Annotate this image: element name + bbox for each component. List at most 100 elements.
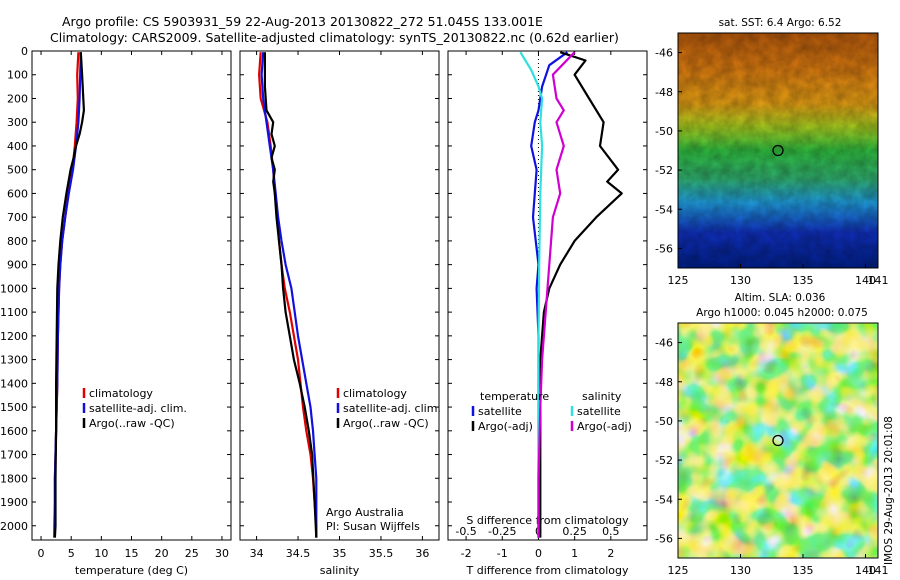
- series-line: [260, 52, 318, 538]
- map-frame: [677, 32, 879, 269]
- x-tick-label: 34: [250, 547, 264, 560]
- y-tick-label: 2000: [0, 520, 28, 533]
- y-tick-label: 1300: [0, 354, 28, 367]
- map-y-tick-label: -52: [655, 454, 673, 467]
- map-x-tick-label: 130: [730, 274, 751, 287]
- map-frame: [677, 322, 879, 559]
- series-line: [539, 51, 623, 538]
- profile-panels: 0100200300400500600700800900100011001200…: [0, 45, 648, 577]
- legend-label: satellite: [478, 405, 522, 418]
- x-tick-label: 0: [38, 547, 45, 560]
- legend-label: satellite-adj. clim.: [343, 402, 441, 415]
- map-y-tick-label: -46: [655, 337, 673, 350]
- y-tick-label: 700: [7, 211, 28, 224]
- x-axis-label: temperature (deg C): [75, 564, 188, 577]
- series-line: [263, 52, 318, 538]
- sst-map-panel: sat. SST: 6.4 Argo: 6.52 125 130 135 140141…: [655, 17, 888, 287]
- x-tick-label: 2: [607, 547, 614, 560]
- figure-title-line2: Climatology: CARS2009. Satellite-adjuste…: [50, 30, 619, 45]
- legend-label: satellite: [577, 405, 621, 418]
- argo-position-marker: [772, 144, 784, 157]
- panel-salinity: 34 34.5 35 35.5 36 salinity climatology satelli…: [239, 50, 441, 577]
- plot-frame: [239, 50, 440, 541]
- y-tick-label: 400: [7, 140, 28, 153]
- x-top-tick-label: 0.25: [562, 525, 587, 538]
- map-y-tick-label: -48: [655, 86, 673, 99]
- figure-title-line1: Argo profile: CS 5903931_59 22-Aug-2013 …: [62, 14, 543, 29]
- legend-label: climatology: [89, 387, 153, 400]
- x-tick-label: -1: [497, 547, 508, 560]
- sst-map-title: sat. SST: 6.4 Argo: 6.52: [719, 17, 842, 29]
- sst-heatmap-texture: [678, 33, 878, 268]
- legend-label: Argo(..raw -QC): [89, 417, 175, 430]
- legend-label: Argo(..raw -QC): [343, 417, 429, 430]
- y-tick-label: 1900: [0, 496, 28, 509]
- legend-label: Argo(-adj): [478, 420, 533, 433]
- y-tick-label: 1600: [0, 425, 28, 438]
- x-axis-label: salinity: [320, 564, 360, 577]
- map-y-tick-label: -56: [655, 532, 673, 545]
- x-tick-label: 25: [185, 547, 199, 560]
- map-y-tick-label: -50: [655, 415, 673, 428]
- map-x-tick-label: 140: [855, 274, 876, 287]
- x-top-tick-label: -0.25: [488, 525, 516, 538]
- y-tick-label: 1800: [0, 472, 28, 485]
- x-tick-label: -2: [461, 547, 472, 560]
- sla-heatmap: [678, 323, 878, 558]
- x-tick-label: 34.5: [286, 547, 311, 560]
- panel-temperature: 0100200300400500600700800900100011001200…: [0, 45, 232, 577]
- x-top-tick-label: -0.5: [455, 525, 476, 538]
- sla-map-title-line2: Argo h1000: 0.045 h2000: 0.075: [696, 307, 868, 319]
- map-y-tick-label: -52: [655, 164, 673, 177]
- sla-map-panel: Altim. SLA: 0.036 Argo h1000: 0.045 h200…: [655, 292, 888, 577]
- sla-map-title-line1: Altim. SLA: 0.036: [735, 292, 826, 304]
- plot-frame: [447, 50, 648, 541]
- map-y-tick-label: -48: [655, 376, 673, 389]
- x-tick-label: 5: [68, 547, 75, 560]
- map-x-tick-label: 130: [730, 564, 751, 577]
- plot-frame: [31, 50, 232, 541]
- argo-position-marker: [772, 434, 784, 447]
- y-tick-label: 100: [7, 69, 28, 82]
- legend-label: climatology: [343, 387, 407, 400]
- y-tick-label: 200: [7, 92, 28, 105]
- imos-timestamp: IMOS 29-Aug-2013 20:01:08: [883, 416, 895, 565]
- series-line: [537, 51, 576, 538]
- x-tick-label: 15: [125, 547, 139, 560]
- panel-difference: -2 -1 0 1 2 T difference from climatology -0.5…: [447, 50, 648, 577]
- x-tick-label: 35.5: [369, 547, 394, 560]
- x-tick-label: 35: [333, 547, 347, 560]
- y-tick-label: 800: [7, 235, 28, 248]
- x-tick-label: 10: [94, 547, 108, 560]
- x-tick-label: 0: [535, 547, 542, 560]
- x-axis-label: T difference from climatology: [466, 564, 629, 577]
- x-tick-label: 36: [415, 547, 429, 560]
- y-tick-label: 1100: [0, 306, 28, 319]
- y-tick-label: 300: [7, 116, 28, 129]
- y-tick-label: 1000: [0, 282, 28, 295]
- x-top-axis-label: S difference from climatology: [466, 514, 629, 527]
- series-line: [519, 51, 544, 538]
- legend-label: Argo(-adj): [577, 420, 632, 433]
- y-tick-label: 1400: [0, 377, 28, 390]
- map-x-tick-label: 141: [868, 274, 889, 287]
- legend-header: salinity: [582, 390, 622, 403]
- series-line: [53, 52, 86, 538]
- legend-header: temperature: [480, 390, 549, 403]
- x-tick-label: 1: [571, 547, 578, 560]
- map-y-tick-label: -54: [655, 203, 673, 216]
- y-tick-label: 500: [7, 164, 28, 177]
- map-y-tick-label: -50: [655, 125, 673, 138]
- map-x-tick-label: 141: [868, 564, 889, 577]
- map-x-tick-label: 135: [793, 274, 814, 287]
- map-x-tick-label: 125: [668, 564, 689, 577]
- y-tick-label: 1200: [0, 330, 28, 343]
- x-tick-label: 30: [215, 547, 229, 560]
- map-x-tick-label: 125: [668, 274, 689, 287]
- map-y-tick-label: -46: [655, 47, 673, 60]
- x-tick-label: 20: [155, 547, 169, 560]
- series-line: [530, 51, 569, 538]
- y-tick-label: 900: [7, 259, 28, 272]
